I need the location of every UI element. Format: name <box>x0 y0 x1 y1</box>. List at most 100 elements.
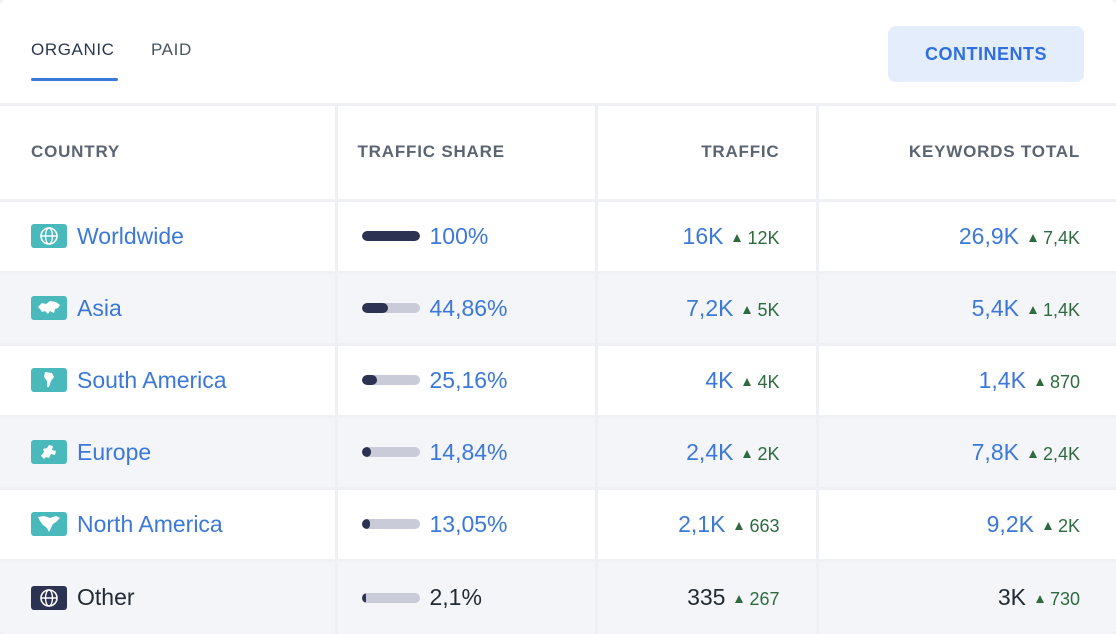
keywords-delta-value: 870 <box>1049 371 1080 392</box>
keywords-delta-value: 730 <box>1049 589 1080 610</box>
country-link[interactable]: North America <box>77 510 223 537</box>
traffic-delta-value: 12K <box>747 227 780 248</box>
traffic-value[interactable]: 4K <box>705 366 734 393</box>
country-link: Other <box>77 584 135 611</box>
up-arrow-icon <box>735 521 744 530</box>
country-cell: South America <box>0 344 338 418</box>
table-row: Europe 14,84% 2,4K 2K 7,8K 2,4K <box>0 416 1116 490</box>
traffic-share-bar-fill <box>361 592 366 603</box>
traffic-share-bar-fill <box>361 231 420 241</box>
tab-paid[interactable]: PAID <box>151 40 192 59</box>
keywords-delta-value: 2K <box>1057 515 1080 536</box>
traffic-delta-value: 2K <box>757 443 780 464</box>
keywords-value: 3K <box>997 584 1026 611</box>
traffic-share-bar-fill <box>361 519 370 529</box>
keywords-delta-value: 1,4K <box>1042 299 1080 320</box>
up-arrow-icon <box>743 377 752 386</box>
up-arrow-icon <box>1028 305 1037 314</box>
traffic-share-value[interactable]: 14,84% <box>429 438 508 465</box>
country-cell: Asia <box>0 272 338 346</box>
traffic-cell: 2,4K 2K <box>596 416 819 490</box>
traffic-delta-value: 267 <box>749 589 780 610</box>
traffic-share-cell: 44,86% <box>336 272 598 346</box>
globe-icon <box>31 585 67 610</box>
traffic-share-cell: 2,1% <box>336 560 598 634</box>
keywords-cell: 5,4K 1,4K <box>817 272 1116 346</box>
table-row: South America 25,16% 4K 4K 1,4K 870 <box>0 344 1116 418</box>
traffic-share-value[interactable]: 13,05% <box>429 510 508 537</box>
keywords-delta: 1,4K <box>1028 299 1080 320</box>
traffic-delta-value: 4K <box>757 371 780 392</box>
traffic-delta: 267 <box>735 589 780 610</box>
traffic-cell: 7,2K 5K <box>596 272 819 346</box>
keywords-value[interactable]: 7,8K <box>971 438 1019 465</box>
country-traffic-table: COUNTRY TRAFFIC SHARE TRAFFIC KEYWORDS T… <box>0 106 1116 634</box>
traffic-share-value: 2,1% <box>429 584 482 611</box>
traffic-cell: 16K 12K <box>596 200 819 274</box>
traffic-value: 335 <box>687 584 726 611</box>
tab-organic[interactable]: ORGANIC <box>31 40 115 59</box>
country-link[interactable]: Europe <box>77 438 152 465</box>
traffic-value[interactable]: 2,4K <box>686 438 734 465</box>
traffic-delta-value: 663 <box>749 515 780 536</box>
traffic-cell: 4K 4K <box>596 344 819 418</box>
traffic-share-bar <box>361 231 420 241</box>
column-header-traffic[interactable]: TRAFFIC <box>596 106 819 202</box>
up-arrow-icon <box>1028 233 1037 242</box>
table-header-row: COUNTRY TRAFFIC SHARE TRAFFIC KEYWORDS T… <box>0 106 1116 202</box>
country-link[interactable]: South America <box>77 366 227 393</box>
traffic-share-bar <box>361 375 420 385</box>
traffic-delta-value: 5K <box>757 299 780 320</box>
table-row: Asia 44,86% 7,2K 5K 5,4K 1,4K <box>0 272 1116 346</box>
country-cell: Other <box>0 560 338 634</box>
traffic-share-cell: 14,84% <box>336 416 598 490</box>
up-arrow-icon <box>1035 595 1044 604</box>
traffic-delta: 663 <box>735 515 780 536</box>
traffic-delta: 2K <box>743 443 780 464</box>
up-arrow-icon <box>735 595 744 604</box>
keywords-delta-value: 2,4K <box>1042 443 1080 464</box>
traffic-share-bar <box>361 303 420 313</box>
traffic-share-bar <box>361 519 420 529</box>
keywords-delta: 2,4K <box>1028 443 1080 464</box>
traffic-share-value[interactable]: 44,86% <box>429 294 508 321</box>
traffic-share-value[interactable]: 25,16% <box>429 366 508 393</box>
keywords-value[interactable]: 26,9K <box>958 222 1019 249</box>
traffic-share-bar-fill <box>361 375 377 385</box>
traffic-cell: 335 267 <box>596 560 819 634</box>
traffic-share-bar <box>361 447 420 457</box>
keywords-delta: 870 <box>1035 371 1080 392</box>
up-arrow-icon <box>743 305 752 314</box>
traffic-share-bar <box>361 592 420 603</box>
tab-bar: ORGANIC PAID CONTINENTS <box>0 0 1116 106</box>
column-header-traffic-share[interactable]: TRAFFIC SHARE <box>336 106 598 202</box>
up-arrow-icon <box>1035 377 1044 386</box>
keywords-cell: 1,4K 870 <box>817 344 1116 418</box>
traffic-share-bar-fill <box>361 303 388 313</box>
keywords-cell: 9,2K 2K <box>817 488 1116 562</box>
traffic-value[interactable]: 16K <box>682 222 724 249</box>
country-link[interactable]: Asia <box>77 294 122 321</box>
keywords-value[interactable]: 9,2K <box>986 510 1034 537</box>
traffic-share-cell: 100% <box>336 200 598 274</box>
country-link[interactable]: Worldwide <box>77 222 184 249</box>
keywords-value[interactable]: 5,4K <box>971 294 1019 321</box>
continents-button[interactable]: CONTINENTS <box>888 26 1084 82</box>
table-row: Worldwide 100% 16K 12K 26,9K 7,4K <box>0 200 1116 274</box>
up-arrow-icon <box>733 233 742 242</box>
active-tab-indicator <box>31 78 118 81</box>
keywords-value[interactable]: 1,4K <box>978 366 1026 393</box>
traffic-share-value[interactable]: 100% <box>429 222 489 249</box>
traffic-delta: 4K <box>743 371 780 392</box>
traffic-value[interactable]: 2,1K <box>678 510 726 537</box>
keywords-delta: 2K <box>1043 515 1080 536</box>
keywords-cell: 26,9K 7,4K <box>817 200 1116 274</box>
column-header-country[interactable]: COUNTRY <box>0 106 338 202</box>
traffic-cell: 2,1K 663 <box>596 488 819 562</box>
column-header-keywords-total[interactable]: KEYWORDS TOTAL <box>817 106 1116 202</box>
traffic-share-cell: 13,05% <box>336 488 598 562</box>
globe-icon <box>31 224 67 248</box>
table-row: North America 13,05% 2,1K 663 9,2K 2K <box>0 488 1116 562</box>
traffic-value[interactable]: 7,2K <box>686 294 734 321</box>
